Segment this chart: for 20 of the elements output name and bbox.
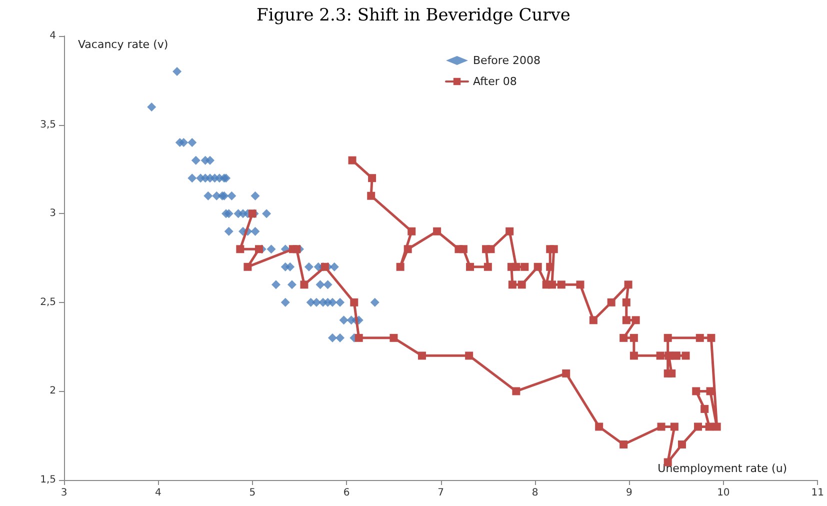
x-tick-label: 11 [811, 488, 824, 498]
chart-title: Figure 2.3: Shift in Beveridge Curve [256, 6, 570, 26]
y-tick-label: 1,5 [40, 474, 56, 486]
y-tick-label: 3,5 [40, 119, 56, 130]
y-tick-label: 3 [50, 208, 56, 220]
x-axis-title: Unemployment rate (u) [658, 462, 788, 475]
x-tick-label: 4 [155, 488, 162, 498]
x-tick-label: 9 [626, 488, 632, 498]
x-tick-label: 5 [249, 488, 256, 498]
x-tick-label: 6 [343, 488, 350, 498]
y-tick-label: 2,5 [40, 296, 56, 308]
x-tick-label: 7 [438, 488, 444, 498]
legend-label: After 08 [473, 75, 517, 88]
y-axis-title: Vacancy rate (v) [78, 38, 168, 51]
legend-label: Before 2008 [473, 54, 540, 67]
y-tick-label: 4 [50, 30, 56, 42]
y-tick-label: 2 [50, 386, 56, 397]
x-tick-label: 8 [532, 488, 538, 498]
x-tick-label: 10 [717, 488, 730, 498]
x-tick-label: 3 [60, 488, 68, 498]
